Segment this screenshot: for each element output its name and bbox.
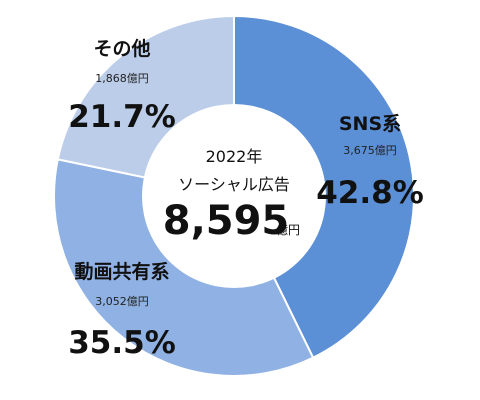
label-other-amount: 1,868億円 (95, 72, 149, 85)
center-label: ソーシャル広告 (178, 175, 290, 194)
label-sns-amount: 3,675億円 (343, 144, 397, 157)
label-other-name: その他 (93, 37, 150, 60)
label-sns-percent: 42.8% (316, 175, 424, 211)
label-video-percent: 35.5% (68, 325, 176, 361)
center-unit: 億円 (276, 223, 300, 237)
label-video-amount: 3,052億円 (95, 295, 149, 308)
label-sns-name: SNS系 (339, 113, 401, 135)
label-other-percent: 21.7% (68, 99, 176, 135)
center-total: 8,595 (163, 198, 290, 244)
donut-hole (142, 104, 326, 288)
center-year: 2022年 (206, 147, 263, 166)
label-video-name: 動画共有系 (74, 260, 169, 283)
